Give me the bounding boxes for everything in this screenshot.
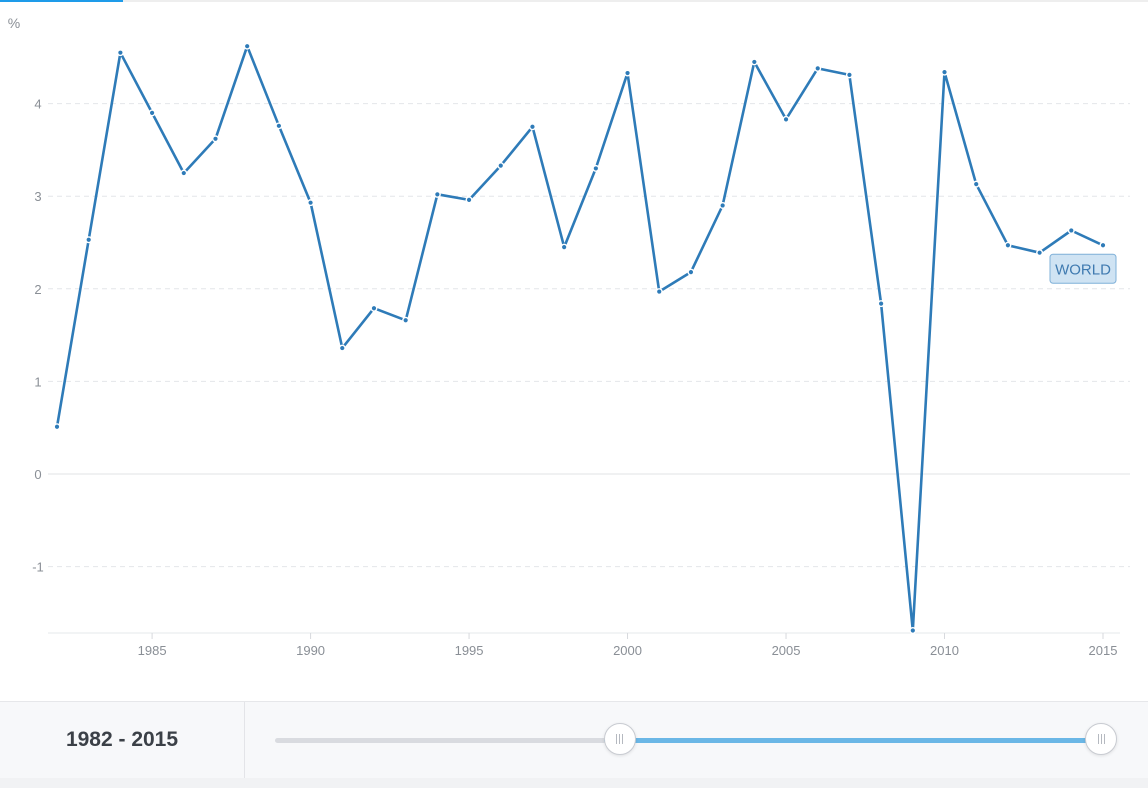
range-slider-selected bbox=[603, 738, 1101, 743]
data-point bbox=[782, 115, 790, 123]
x-tick-label: 1985 bbox=[138, 643, 167, 658]
data-point bbox=[402, 316, 410, 324]
series-label-box bbox=[1049, 253, 1117, 284]
grip-icon bbox=[1097, 734, 1105, 744]
y-tick-label: -1 bbox=[32, 560, 44, 575]
y-tick-label: 0 bbox=[34, 467, 41, 482]
data-point bbox=[750, 58, 758, 66]
range-slider-track[interactable] bbox=[275, 738, 1101, 743]
range-end-handle[interactable] bbox=[1085, 723, 1117, 755]
line-chart: -1 0 1 2 3 4% 1985 1990 1995 2000 2005 2010 2015 WOR… bbox=[8, 15, 1130, 658]
top-progress-bar bbox=[0, 0, 1148, 2]
y-axis-label: % bbox=[8, 15, 20, 31]
data-point bbox=[909, 626, 917, 634]
data-point bbox=[560, 243, 568, 251]
data-point bbox=[1067, 226, 1075, 234]
y-tick-label: 4 bbox=[34, 97, 41, 112]
top-progress-fill bbox=[0, 0, 123, 2]
data-point bbox=[370, 304, 378, 312]
y-tick-label: 1 bbox=[34, 374, 41, 389]
range-start-handle[interactable] bbox=[603, 723, 636, 755]
data-point bbox=[148, 109, 156, 117]
axes: -1 0 1 2 3 4% 1985 1990 1995 2000 2005 2010 2015 bbox=[8, 15, 1120, 658]
data-point bbox=[85, 236, 93, 244]
data-point bbox=[180, 169, 188, 177]
data-point bbox=[275, 122, 283, 130]
grid-lines bbox=[48, 103, 1130, 568]
data-point bbox=[941, 68, 949, 76]
x-tick-label: 1990 bbox=[296, 643, 325, 658]
data-point bbox=[1004, 241, 1012, 249]
data-point bbox=[687, 268, 695, 276]
grip-icon bbox=[616, 734, 624, 744]
data-point bbox=[211, 135, 219, 143]
x-tick-label: 2005 bbox=[772, 643, 801, 658]
data-point bbox=[116, 49, 124, 57]
x-tick-label: 2000 bbox=[613, 643, 642, 658]
data-point bbox=[624, 69, 632, 77]
series-label: WORLD bbox=[1049, 253, 1117, 284]
y-tick-label: 3 bbox=[34, 189, 41, 204]
data-point bbox=[528, 123, 536, 131]
data-point bbox=[53, 423, 61, 431]
series-line-world bbox=[55, 44, 1105, 632]
bottom-strip bbox=[0, 778, 1148, 788]
y-tick-label: 2 bbox=[34, 282, 41, 297]
data-point bbox=[655, 288, 663, 296]
data-point bbox=[433, 190, 441, 198]
x-tick-label: 2015 bbox=[1089, 643, 1118, 658]
x-tick-label: 1995 bbox=[455, 643, 484, 658]
data-point bbox=[465, 196, 473, 204]
x-tick-label: 2010 bbox=[930, 643, 959, 658]
series-label-world: WORLD bbox=[1055, 261, 1111, 278]
data-point bbox=[307, 199, 315, 207]
data-point bbox=[719, 201, 727, 209]
data-point bbox=[877, 300, 885, 308]
data-point bbox=[243, 42, 251, 50]
range-selector: 1982 - 2015 bbox=[0, 701, 1148, 779]
data-point bbox=[497, 162, 505, 170]
data-point bbox=[814, 64, 822, 72]
data-point bbox=[845, 71, 853, 79]
data-point bbox=[972, 180, 980, 188]
data-points bbox=[53, 42, 1107, 634]
data-point bbox=[1099, 241, 1107, 249]
data-point bbox=[338, 344, 346, 352]
range-label: 1982 - 2015 bbox=[0, 702, 245, 778]
data-point bbox=[1036, 249, 1044, 257]
data-point bbox=[592, 164, 600, 172]
